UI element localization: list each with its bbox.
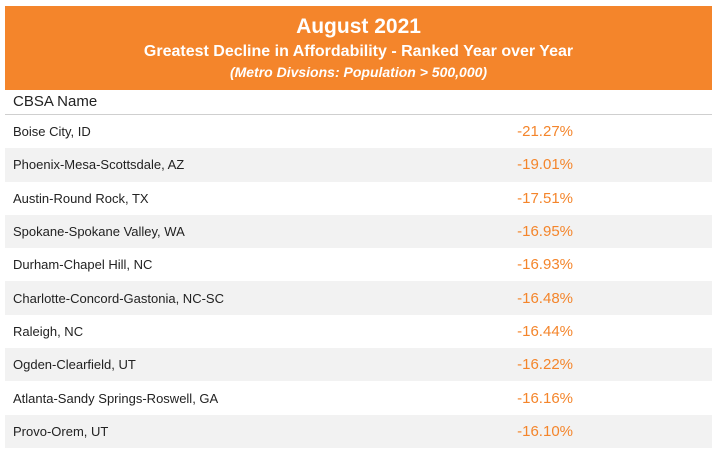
- table-row: Spokane-Spokane Valley, WA -16.95%: [5, 214, 712, 249]
- affordability-change-cell: -16.16%: [517, 389, 573, 407]
- cbsa-name-cell: Raleigh, NC: [13, 323, 84, 339]
- cbsa-name-cell: Boise City, ID: [13, 124, 91, 140]
- table-row: Durham-Chapel Hill, NC -16.93%: [5, 248, 712, 281]
- affordability-change-cell: -16.22%: [517, 356, 573, 374]
- table-row: Raleigh, NC -16.44%: [5, 315, 712, 348]
- affordability-change-cell: -16.95%: [517, 223, 573, 241]
- chart-note: (Metro Divsions: Population > 500,000): [229, 64, 488, 80]
- affordability-change-cell: -16.48%: [517, 289, 573, 307]
- cbsa-name-cell: Phoenix-Mesa-Scottsdale, AZ: [13, 157, 185, 173]
- table-row: Provo-Orem, UT -16.10%: [5, 414, 712, 448]
- affordability-change-cell: -19.01%: [517, 156, 573, 174]
- affordability-table: August 2021 Greatest Decline in Affordab…: [5, 6, 712, 448]
- affordability-change-cell: -16.10%: [517, 422, 573, 440]
- cbsa-name-cell: Durham-Chapel Hill, NC: [13, 257, 153, 273]
- title-banner: August 2021 Greatest Decline in Affordab…: [5, 6, 712, 90]
- affordability-change-cell: -21.27%: [517, 123, 573, 141]
- cbsa-name-cell: Charlotte-Concord-Gastonia, NC-SC: [13, 290, 224, 306]
- chart-subtitle: Greatest Decline in Affordability - Rank…: [143, 43, 574, 60]
- table-row: Atlanta-Sandy Springs-Roswell, GA -16.16%: [5, 381, 712, 414]
- cbsa-name-cell: Austin-Round Rock, TX: [13, 190, 149, 206]
- cbsa-name-cell: Ogden-Clearfield, UT: [13, 357, 136, 373]
- cbsa-name-cell: Provo-Orem, UT: [13, 423, 109, 439]
- table-row: Austin-Round Rock, TX -17.51%: [5, 182, 712, 215]
- table-row: Charlotte-Concord-Gastonia, NC-SC -16.48%: [5, 281, 712, 315]
- table-row: Ogden-Clearfield, UT -16.22%: [5, 348, 712, 382]
- table-row: Boise City, ID -21.27%: [5, 115, 712, 148]
- table-body: Boise City, ID -21.27% Phoenix-Mesa-Scotts…: [5, 115, 712, 448]
- chart-title: August 2021: [296, 15, 421, 38]
- cbsa-name-cell: Spokane-Spokane Valley, WA: [13, 224, 185, 240]
- affordability-change-cell: -16.44%: [517, 322, 573, 340]
- column-header-cbsa-name: CBSA Name: [5, 90, 712, 115]
- table-row: Phoenix-Mesa-Scottsdale, AZ -19.01%: [5, 148, 712, 182]
- affordability-change-cell: -17.51%: [517, 189, 573, 207]
- cbsa-name-cell: Atlanta-Sandy Springs-Roswell, GA: [13, 390, 219, 406]
- affordability-change-cell: -16.93%: [517, 256, 573, 274]
